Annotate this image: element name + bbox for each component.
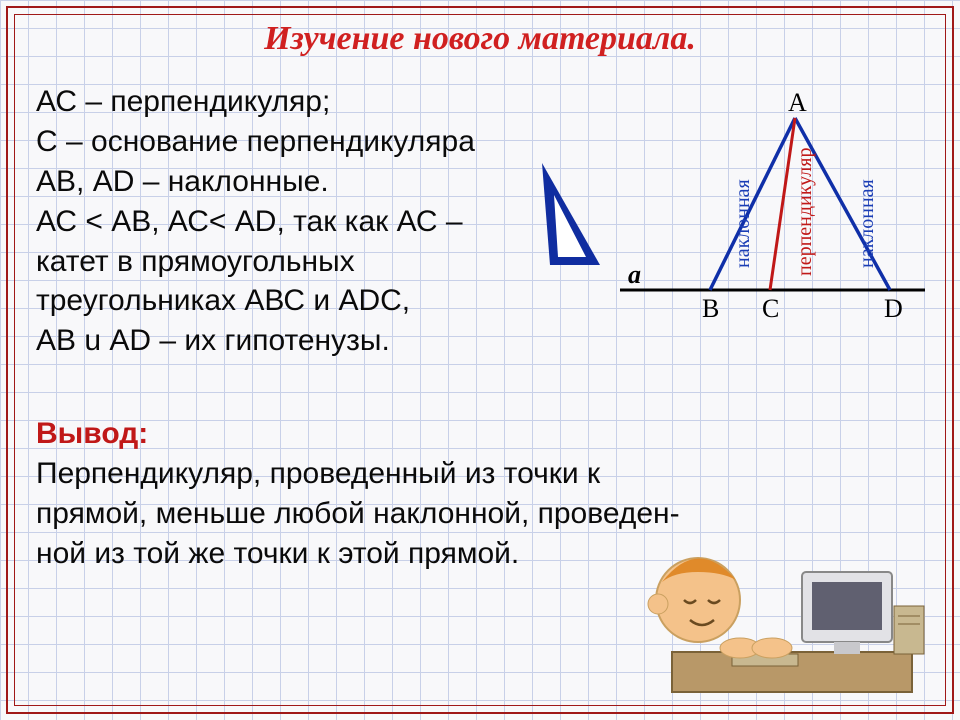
character-illustration xyxy=(612,542,932,702)
text-line: АВ, АD – наклонные. xyxy=(36,162,616,202)
label-D: D xyxy=(884,294,903,324)
label-A: A xyxy=(788,88,807,118)
page-title: Изучение нового материала. xyxy=(0,20,960,58)
label-C: C xyxy=(762,294,779,324)
label-oblique-right: наклонная xyxy=(856,179,879,268)
text-line: катет в прямоугольных xyxy=(36,242,616,282)
text-line: АС – перпендикуляр; xyxy=(36,82,616,122)
cursor-triangle-icon xyxy=(530,155,610,275)
text-line: АВ u АD – их гипотенузы. xyxy=(36,321,616,361)
label-perpendicular: перпендикуляр xyxy=(794,148,817,276)
monitor-screen xyxy=(812,582,882,630)
text-line: треугольниках АВС и АDC, xyxy=(36,281,616,321)
label-B: B xyxy=(702,294,719,324)
monitor-stand xyxy=(834,642,860,654)
conclusion-line: прямой, меньше любой наклонной, проведен… xyxy=(36,494,906,534)
computer-tower-icon xyxy=(894,606,924,654)
text-line: С – основание перпендикуляра xyxy=(36,122,616,162)
definitions-text: АС – перпендикуляр; С – основание перпен… xyxy=(36,82,616,361)
conclusion-line: Перпендикуляр, проведенный из точки к xyxy=(36,454,906,494)
character-ear xyxy=(648,594,668,614)
text-line: АС < АВ, АС< АD, так как АС – xyxy=(36,202,616,242)
geometry-diagram: A B C D a наклонная перпендикуляр наклон… xyxy=(590,100,930,320)
character-hand xyxy=(752,638,792,658)
conclusion-label: Вывод: xyxy=(36,417,148,450)
diagram-svg xyxy=(590,100,930,320)
label-oblique-left: наклонная xyxy=(732,179,755,268)
label-a: a xyxy=(628,260,641,290)
